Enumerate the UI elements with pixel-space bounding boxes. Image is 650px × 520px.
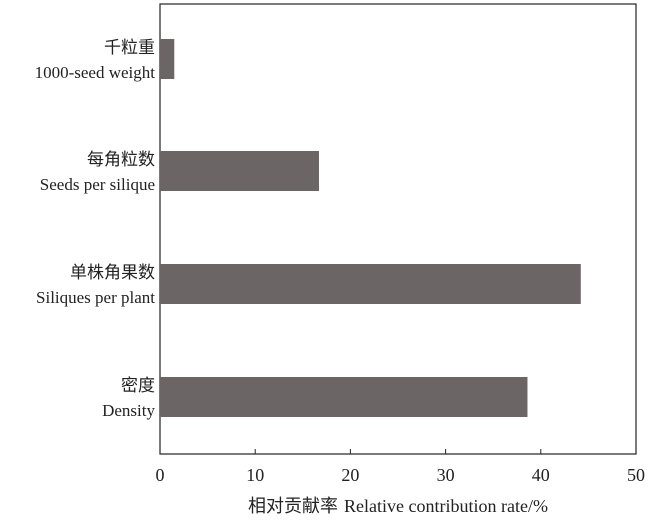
x-tick-label-0: 0 <box>156 465 165 485</box>
x-tick-label-3: 30 <box>437 465 455 485</box>
category-label-en-1: Seeds per silique <box>40 175 155 194</box>
category-label-en-3: Density <box>102 401 155 420</box>
x-axis-title-en: Relative contribution rate/% <box>344 496 548 516</box>
plot-area-frame <box>159 3 637 455</box>
category-label-zh-0: 千粒重 <box>104 38 155 58</box>
category-label-en-2: Siliques per plant <box>36 288 155 307</box>
x-axis-ticks: 0 10 20 30 40 50 <box>156 449 645 485</box>
x-axis-title-zh: 相对贡献率 <box>248 496 338 517</box>
category-label-zh-3: 密度 <box>121 376 155 396</box>
x-tick-label-5: 50 <box>627 465 645 485</box>
category-labels: 千粒重 1000-seed weight 每角粒数 Seeds per silique… <box>35 38 156 420</box>
bar-3 <box>160 377 528 417</box>
bar-2 <box>160 264 581 304</box>
x-tick-label-4: 40 <box>532 465 550 485</box>
category-label-en-0: 1000-seed weight <box>35 63 156 82</box>
x-tick-label-1: 10 <box>246 465 264 485</box>
category-label-zh-2: 单株角果数 <box>70 263 155 283</box>
bar-0 <box>160 39 175 79</box>
category-label-zh-1: 每角粒数 <box>87 150 155 170</box>
bars-layer <box>160 39 581 417</box>
x-axis-title: 相对贡献率 Relative contribution rate/% <box>248 496 548 517</box>
bar-1 <box>160 151 319 191</box>
x-tick-label-2: 20 <box>341 465 359 485</box>
